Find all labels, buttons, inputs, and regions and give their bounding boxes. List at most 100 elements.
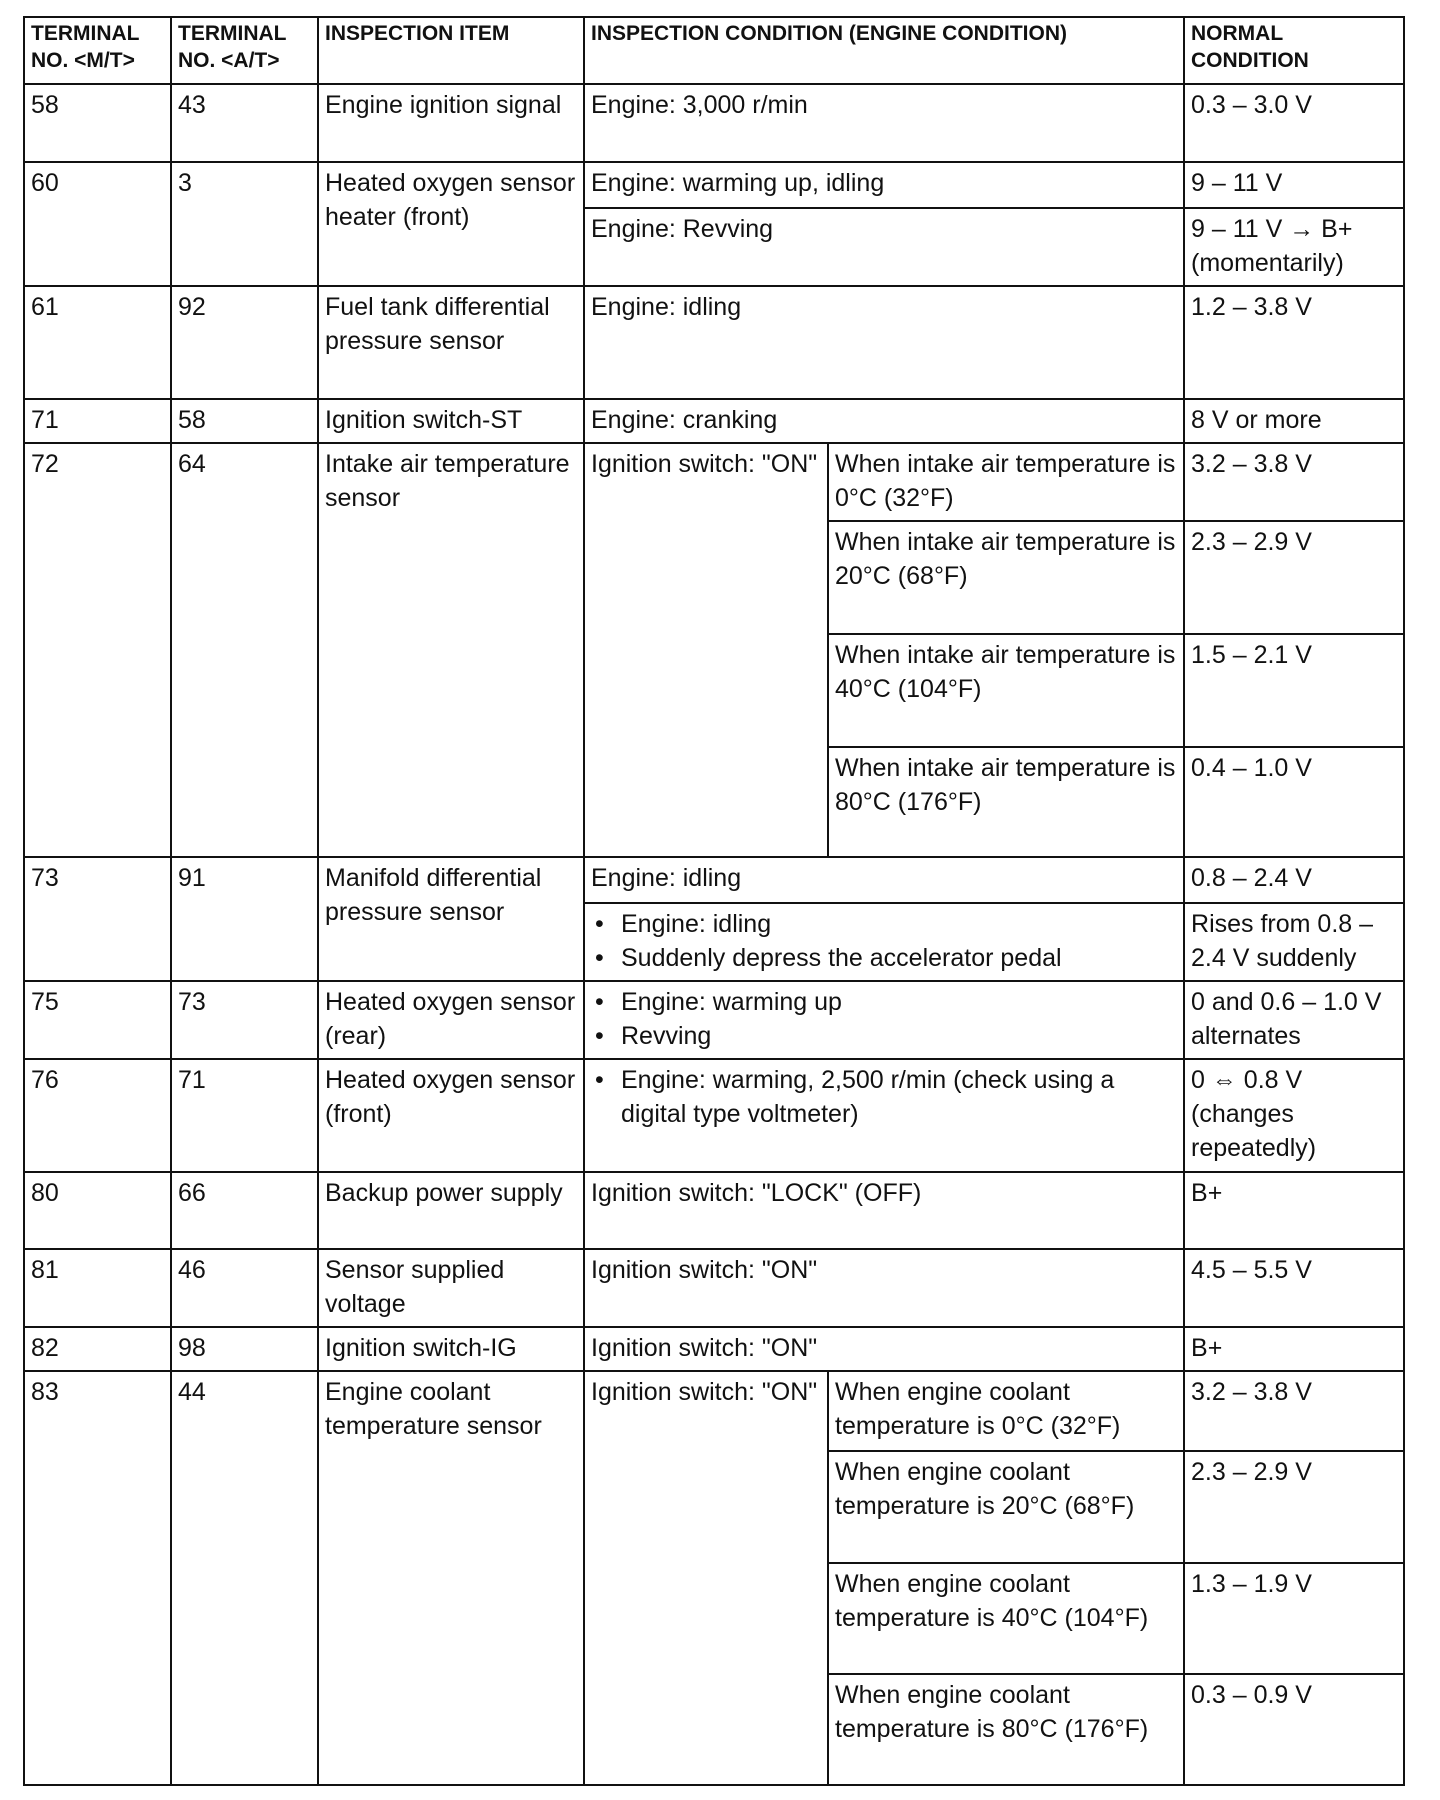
inspection-item: Ignition switch-ST: [317, 398, 585, 444]
normal-condition: 0 ⇔ 0.8 V (changes repeatedly): [1183, 1058, 1406, 1173]
table-subrow: When engine coolant temperature is 80°C …: [24, 1673, 1406, 1786]
inspection-condition: Engine: warming up Revving: [582, 980, 1186, 1060]
table-row: 58 43 Engine ignition signal Engine: 3,0…: [23, 83, 1406, 163]
terminal-at: 44: [170, 1370, 319, 1786]
condition-bullet: Engine: warming, 2,500 r/min (check usin…: [595, 1063, 1177, 1131]
terminal-mt: 82: [23, 1326, 172, 1372]
terminal-mt: 76: [23, 1058, 172, 1173]
normal-condition: 1.5 – 2.1 V: [1183, 633, 1406, 748]
inspection-condition: Engine: Revving: [582, 207, 1186, 287]
condition-bullet: Engine: idling: [595, 907, 1177, 941]
normal-condition: 1.3 – 1.9 V: [1183, 1562, 1406, 1675]
table-subrow: When engine coolant temperature is 20°C …: [24, 1450, 1406, 1564]
inspection-item: Engine coolant temperature sensor: [317, 1370, 585, 1786]
inspection-condition: Engine: warming up, idling: [582, 161, 1186, 209]
table-row: 83 44 Engine coolant temperature sensor …: [23, 1370, 1406, 1786]
table-row: 80 66 Backup power supply Ignition switc…: [23, 1171, 1406, 1250]
table-row: 82 98 Ignition switch-IG Ignition switch…: [23, 1326, 1406, 1372]
normal-condition: 0 and 0.6 – 1.0 V alternates: [1183, 980, 1406, 1060]
terminal-mt: 73: [23, 856, 172, 982]
normal-condition: 3.2 – 3.8 V: [1183, 1370, 1406, 1452]
inspection-condition: Engine: idling: [582, 856, 1186, 904]
terminal-at: 46: [170, 1248, 319, 1328]
terminal-at: 64: [170, 442, 319, 858]
table-row: 75 73 Heated oxygen sensor (rear) Engine…: [23, 980, 1406, 1060]
terminal-at: 58: [170, 398, 319, 444]
normal-condition: B+: [1183, 1326, 1406, 1372]
inspection-item: Fuel tank differential pressure sensor: [317, 285, 585, 400]
table-row: 73 91 Manifold differential pressure sen…: [23, 856, 1406, 982]
normal-condition: 0.3 – 0.9 V: [1183, 1673, 1406, 1786]
inspection-condition: Engine: idling Suddenly depress the acce…: [582, 902, 1186, 982]
terminal-at: 66: [170, 1171, 319, 1250]
inspection-item: Intake air temperature sensor: [317, 442, 585, 858]
header-inspection-item: INSPECTION ITEM: [317, 16, 585, 85]
terminal-at: 3: [170, 161, 319, 287]
normal-condition: B+: [1183, 1171, 1406, 1250]
normal-condition: 2.3 – 2.9 V: [1183, 1450, 1406, 1564]
terminal-mt: 71: [23, 398, 172, 444]
inspection-item: Ignition switch-IG: [317, 1326, 585, 1372]
normal-condition: 3.2 – 3.8 V: [1183, 442, 1406, 522]
table-subrow: Engine: idling Suddenly depress the acce…: [24, 902, 1406, 982]
inspection-condition: Engine: warming, 2,500 r/min (check usin…: [582, 1058, 1186, 1173]
terminal-mt: 60: [23, 161, 172, 287]
inspection-condition: When intake air temperature is 40°C (104…: [826, 633, 1186, 748]
inspection-condition: Engine: idling: [582, 285, 1186, 400]
inspection-item: Heated oxygen sensor (front): [317, 1058, 585, 1173]
table-subrow: When intake air temperature is 80°C (176…: [24, 746, 1406, 858]
table-row: 61 92 Fuel tank differential pressure se…: [23, 285, 1406, 400]
table-row: 72 64 Intake air temperature sensor Igni…: [23, 442, 1406, 858]
normal-condition: 2.3 – 2.9 V: [1183, 520, 1406, 635]
header-inspection-condition: INSPECTION CONDITION (ENGINE CONDITION): [582, 16, 1186, 85]
header-terminal-mt: TERMINAL NO. <M/T>: [23, 16, 172, 85]
normal-condition: 4.5 – 5.5 V: [1183, 1248, 1406, 1328]
header-normal-condition: NORMAL CONDITION: [1183, 16, 1406, 85]
inspection-item: Heated oxygen sensor (rear): [317, 980, 585, 1060]
header-row: TERMINAL NO. <M/T> TERMINAL NO. <A/T> IN…: [23, 16, 1406, 85]
terminal-at: 73: [170, 980, 319, 1060]
terminal-mt: 83: [23, 1370, 172, 1786]
normal-condition: Rises from 0.8 – 2.4 V suddenly: [1183, 902, 1406, 982]
table-row: 81 46 Sensor supplied voltage Ignition s…: [23, 1248, 1406, 1328]
terminal-mt: 80: [23, 1171, 172, 1250]
terminal-at: 98: [170, 1326, 319, 1372]
inspection-condition: When engine coolant temperature is 40°C …: [826, 1562, 1186, 1675]
inspection-condition: Ignition switch: "ON": [582, 1248, 1186, 1328]
inspection-item: Backup power supply: [317, 1171, 585, 1250]
inspection-condition: Engine: 3,000 r/min: [582, 83, 1186, 163]
terminal-at: 91: [170, 856, 319, 982]
table-row: 60 3 Heated oxygen sensor heater (front)…: [23, 161, 1406, 287]
normal-condition: 0.4 – 1.0 V: [1183, 746, 1406, 858]
header-terminal-at: TERMINAL NO. <A/T>: [170, 16, 319, 85]
inspection-item: Manifold differential pressure sensor: [317, 856, 585, 982]
inspection-item: Engine ignition signal: [317, 83, 585, 163]
normal-condition: 0.3 – 3.0 V: [1183, 83, 1406, 163]
table-subrow: When intake air temperature is 40°C (104…: [24, 633, 1406, 748]
inspection-condition: Ignition switch: "LOCK" (OFF): [582, 1171, 1186, 1250]
table-subrow: When engine coolant temperature is 40°C …: [24, 1562, 1406, 1675]
inspection-condition-main: Ignition switch: "ON": [583, 1370, 829, 1786]
normal-condition: 9 – 11 V: [1183, 161, 1406, 209]
normal-condition: 0.8 – 2.4 V: [1183, 856, 1406, 904]
normal-condition: 9 – 11 V → B+ (momentarily): [1183, 207, 1406, 287]
terminal-inspection-table: TERMINAL NO. <M/T> TERMINAL NO. <A/T> IN…: [23, 16, 1406, 1786]
normal-condition: 8 V or more: [1183, 398, 1406, 444]
inspection-condition: When engine coolant temperature is 0°C (…: [826, 1370, 1186, 1452]
terminal-mt: 61: [23, 285, 172, 400]
condition-bullet: Revving: [595, 1019, 1177, 1053]
inspection-condition: When intake air temperature is 80°C (176…: [826, 746, 1186, 858]
table-row: 76 71 Heated oxygen sensor (front) Engin…: [23, 1058, 1406, 1173]
terminal-mt: 58: [23, 83, 172, 163]
inspection-condition: When engine coolant temperature is 80°C …: [826, 1673, 1186, 1786]
terminal-mt: 81: [23, 1248, 172, 1328]
terminal-at: 71: [170, 1058, 319, 1173]
table-subrow: Engine: Revving 9 – 11 V → B+ (momentari…: [24, 207, 1406, 287]
inspection-condition-main: Ignition switch: "ON": [583, 442, 829, 858]
condition-bullet: Suddenly depress the accelerator pedal: [595, 941, 1177, 975]
inspection-item: Sensor supplied voltage: [317, 1248, 585, 1328]
inspection-condition: When intake air temperature is 20°C (68°…: [826, 520, 1186, 635]
inspection-condition: When intake air temperature is 0°C (32°F…: [826, 442, 1186, 522]
terminal-at: 43: [170, 83, 319, 163]
normal-condition: 1.2 – 3.8 V: [1183, 285, 1406, 400]
